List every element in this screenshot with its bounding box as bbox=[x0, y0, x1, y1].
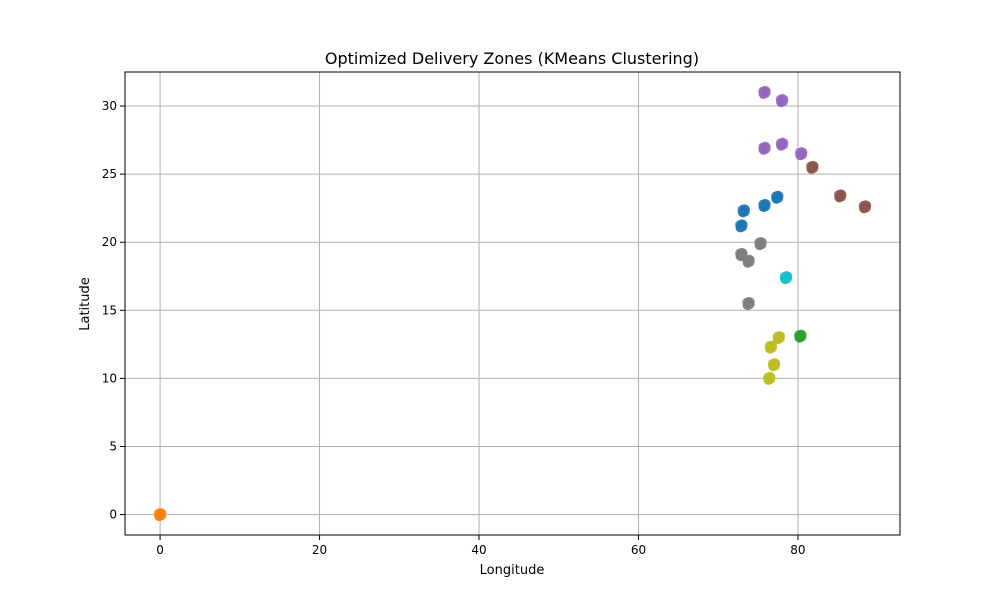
data-point-cluster-5 bbox=[743, 258, 753, 268]
y-tick-label: 5 bbox=[109, 439, 117, 453]
x-tick-label: 20 bbox=[312, 543, 327, 557]
plot-area-frame bbox=[124, 71, 901, 536]
data-point-cluster-6 bbox=[780, 275, 790, 285]
chart-title: Optimized Delivery Zones (KMeans Cluster… bbox=[325, 49, 699, 68]
data-point-cluster-3 bbox=[806, 164, 817, 174]
y-tick-label: 25 bbox=[102, 167, 117, 181]
data-point-cluster-7 bbox=[773, 334, 783, 345]
data-points bbox=[153, 85, 872, 522]
data-point-cluster-5 bbox=[755, 240, 765, 251]
data-point-cluster-0 bbox=[771, 194, 782, 204]
x-tick-label: 60 bbox=[631, 543, 646, 557]
data-point-cluster-3 bbox=[834, 193, 845, 203]
x-tick-label: 0 bbox=[156, 543, 164, 557]
data-point-cluster-4 bbox=[795, 151, 805, 161]
y-tick-label: 30 bbox=[102, 99, 117, 113]
data-point-cluster-0 bbox=[759, 202, 769, 213]
data-point-cluster-4 bbox=[776, 141, 786, 151]
grid bbox=[125, 72, 900, 535]
y-tick-label: 15 bbox=[102, 303, 117, 317]
y-tick-label: 10 bbox=[102, 371, 117, 385]
data-point-cluster-4 bbox=[776, 97, 786, 108]
data-point-cluster-7 bbox=[768, 362, 778, 372]
data-point-cluster-4 bbox=[759, 89, 769, 100]
data-point-cluster-0 bbox=[735, 223, 746, 233]
data-point-cluster-5 bbox=[743, 300, 753, 311]
data-point-cluster-0 bbox=[738, 208, 748, 218]
data-point-cluster-7 bbox=[765, 344, 775, 354]
x-tick-label: 80 bbox=[790, 543, 805, 557]
y-axis-label: Latitude bbox=[78, 277, 93, 331]
data-point-cluster-7 bbox=[763, 375, 774, 385]
axis-ticks: 0 20 40 60 80 0 5 10 15 20 25 30 bbox=[102, 99, 806, 557]
data-point-cluster-2 bbox=[794, 333, 805, 343]
x-axis-label: Longitude bbox=[480, 563, 545, 578]
y-tick-label: 20 bbox=[102, 235, 117, 249]
data-point-cluster-3 bbox=[859, 204, 869, 214]
data-point-cluster-1 bbox=[154, 511, 164, 522]
x-tick-label: 40 bbox=[471, 543, 486, 557]
data-point-cluster-4 bbox=[759, 145, 769, 155]
y-tick-label: 0 bbox=[109, 508, 117, 522]
